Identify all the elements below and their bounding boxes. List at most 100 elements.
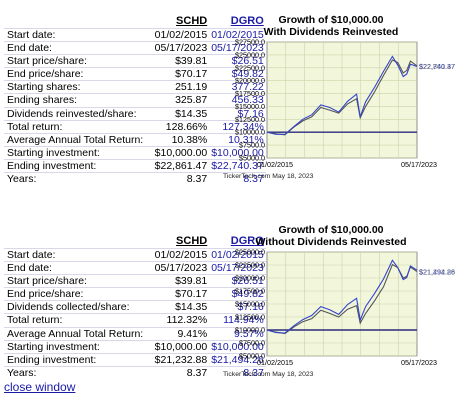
stat-value-dgro: 377.22	[209, 80, 266, 94]
stat-value-schd: 8.37	[145, 365, 210, 379]
x-start-label: 01/02/2015	[257, 358, 293, 367]
stat-value-dgro: 9.57%	[209, 326, 266, 341]
stat-value-dgro: 8.37	[209, 172, 266, 186]
source-footer: TickerTech.com May 18, 2023	[223, 173, 314, 180]
y-tick-label: $5000.0	[239, 154, 265, 163]
stats-row: Ending investment: $22,861.47 $22,740.37	[4, 158, 266, 173]
series-line-dgro	[266, 55, 418, 135]
stat-label: Total return:	[4, 313, 146, 328]
stat-value-dgro: 01/02/2015	[209, 247, 266, 262]
y-tick-label: $22500.0	[235, 261, 265, 270]
stat-value-dgro: $21,494.26	[209, 352, 266, 367]
stat-value-dgro: $10,000.00	[209, 145, 266, 160]
stats-row: Years: 8.37 8.37	[4, 172, 266, 186]
stat-value-dgro: $7.16	[209, 300, 266, 314]
end-value-label-schd: $21,232.88	[419, 268, 455, 277]
stat-value-schd: $22,861.47	[145, 158, 210, 173]
y-tick-label: $10000.0	[235, 128, 265, 137]
stat-label: End price/share:	[4, 287, 146, 301]
end-value-label-dgro: $21,494.26	[419, 268, 455, 277]
growth-chart-reinvested: Growth of $10,000.00 With Dividends Rein…	[221, 14, 474, 190]
stat-value-schd: 112.32%	[145, 313, 210, 328]
stats-row: Start price/share: $39.81 $26.51	[4, 54, 266, 68]
label-header	[4, 14, 145, 29]
stat-label: Ending investment:	[4, 158, 146, 173]
y-tick-label: $10000.0	[235, 326, 265, 335]
y-tick-label: $5000.0	[239, 352, 265, 361]
x-end-label: 05/17/2023	[401, 358, 437, 367]
stat-value-schd: 01/02/2015	[145, 247, 210, 262]
stat-label: Starting investment:	[4, 339, 146, 354]
y-tick-label: $25000.0	[235, 50, 265, 59]
ticker-dgro-header[interactable]: DGRO	[230, 235, 264, 247]
stats-row: Start price/share: $39.81 $26.51	[4, 274, 266, 288]
y-tick-label: $22500.0	[235, 63, 265, 72]
stat-value-schd: 05/17/2023	[145, 261, 210, 275]
chart-title: Growth of $10,000.00 Without Dividends R…	[221, 224, 441, 248]
stat-value-schd: 9.41%	[145, 326, 210, 341]
stat-label: Average Annual Total Return:	[4, 132, 146, 147]
stat-value-dgro: $49.82	[209, 287, 266, 301]
y-tick-label: $12500.0	[235, 115, 265, 124]
ticker-dgro-header[interactable]: DGRO	[230, 15, 264, 27]
stat-value-schd: $14.35	[145, 300, 210, 314]
stats-row: Starting shares: 251.19 377.22	[4, 80, 266, 94]
x-start-label: 01/02/2015	[257, 160, 293, 169]
x-end-label: 05/17/2023	[401, 160, 437, 169]
stat-value-schd: $70.17	[145, 67, 210, 81]
stat-value-dgro: $49.82	[209, 67, 266, 81]
stats-row: Dividends reinvested/share: $14.35 $7.16	[4, 106, 266, 121]
stats-row: End price/share: $70.17 $49.82	[4, 67, 266, 81]
y-tick-label: $27500.0	[235, 38, 265, 47]
stats-row: End date: 05/17/2023 05/17/2023	[4, 261, 266, 275]
stats-row: Ending shares: 325.87 456.33	[4, 93, 266, 108]
stat-value-schd: 128.66%	[145, 119, 210, 134]
stat-label: Start price/share:	[4, 274, 146, 288]
stat-value-dgro: 114.94%	[209, 313, 266, 328]
stat-value-schd: 05/17/2023	[145, 41, 210, 55]
stat-label: Start price/share:	[4, 54, 146, 68]
stat-value-dgro: $26.51	[209, 54, 266, 68]
close-window-link[interactable]: close window	[4, 380, 76, 394]
stat-label: Ending investment:	[4, 352, 146, 367]
stats-row: Start date: 01/02/2015 01/02/2015	[4, 27, 266, 42]
ticker-schd-header[interactable]: SCHD	[176, 235, 208, 247]
y-tick-label: $20000.0	[235, 76, 265, 85]
stat-value-schd: 251.19	[145, 80, 210, 94]
stats-row: Start date: 01/02/2015 01/02/2015	[4, 247, 266, 262]
stat-value-dgro: 10.31%	[209, 132, 266, 147]
stat-value-dgro: $22,740.37	[209, 158, 266, 173]
chart-title-line2: With Dividends Reinvested	[263, 26, 399, 38]
series-line-dgro	[266, 259, 418, 334]
end-value-label-schd: $22,861.47	[419, 62, 455, 71]
stats-table: SCHD DGRO Start date: 01/02/2015 01/02/201…	[4, 234, 266, 379]
stat-label: Years:	[4, 172, 146, 186]
stat-label: End date:	[4, 41, 146, 55]
stat-value-schd: $10,000.00	[145, 339, 210, 354]
stat-value-dgro: 8.37	[209, 365, 266, 379]
stat-value-dgro: $10,000.00	[209, 339, 266, 354]
stat-label: Dividends reinvested/share:	[4, 106, 146, 121]
stat-label: End price/share:	[4, 67, 146, 81]
y-tick-label: $12500.0	[235, 313, 265, 322]
stats-row: Ending investment: $21,232.88 $21,494.26	[4, 352, 266, 367]
ticker-schd-header[interactable]: SCHD	[176, 15, 208, 27]
stat-value-schd: $14.35	[145, 106, 210, 121]
stats-row: Dividends collected/share: $14.35 $7.16	[4, 300, 266, 314]
stats-row: Total return: 128.66% 127.34%	[4, 119, 266, 134]
stats-row: Total return: 112.32% 114.94%	[4, 313, 266, 328]
comparison-section-reinvested: SCHD DGRO Start date: 01/02/2015 01/02/201…	[4, 14, 474, 190]
chart-title-line1: Growth of $10,000.00	[278, 14, 384, 26]
line-chart: $25000.0 $22500.0 $20000.0 $17500.0 $15000.0…	[223, 248, 455, 378]
stat-value-dgro: $7.16	[209, 106, 266, 121]
stats-row: Years: 8.37 8.37	[4, 365, 266, 379]
stats-row: End price/share: $70.17 $49.82	[4, 287, 266, 301]
y-tick-label: $7500.0	[239, 141, 265, 150]
stat-value-schd: $39.81	[145, 54, 210, 68]
stat-value-dgro: 127.34%	[209, 119, 266, 134]
stats-row: End date: 05/17/2023 05/17/2023	[4, 41, 266, 55]
y-tick-label: $15000.0	[235, 102, 265, 111]
stat-value-dgro: 01/02/2015	[209, 27, 266, 42]
stat-value-dgro: 05/17/2023	[209, 41, 266, 55]
stat-value-dgro: 05/17/2023	[209, 261, 266, 275]
